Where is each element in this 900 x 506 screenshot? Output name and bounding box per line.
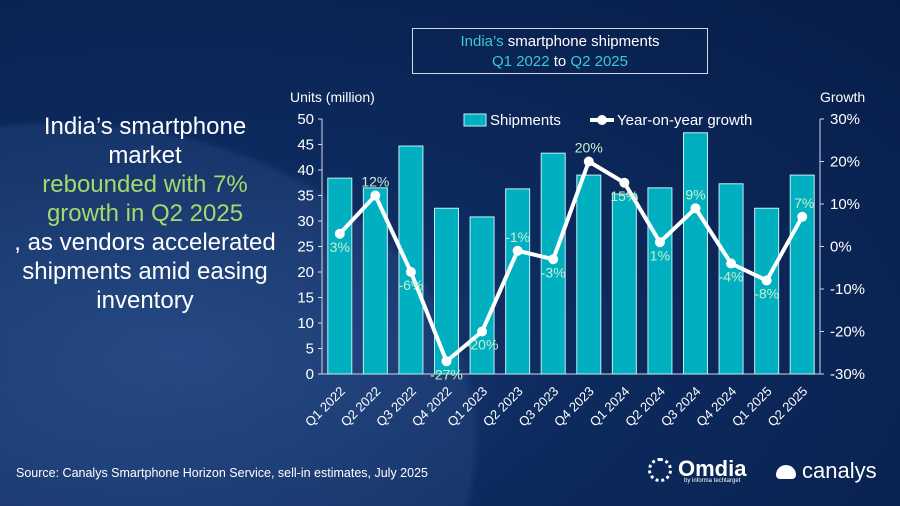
source-note: Source: Canalys Smartphone Horizon Servi… [16, 466, 428, 480]
bar [718, 183, 744, 375]
growth-data-label: 15% [610, 188, 638, 204]
y-tick-label: 10 [297, 315, 314, 332]
bar [754, 207, 780, 375]
y-tick-label: 50 [297, 111, 314, 128]
x-tick-label: Q2 2025 [764, 384, 810, 430]
y2-tick-label: 30% [830, 111, 860, 128]
growth-data-label: 1% [650, 247, 670, 263]
growth-point [477, 326, 488, 337]
y2-tick-label: -20% [830, 324, 865, 341]
omdia-icon [648, 458, 672, 483]
canalys-icon [776, 465, 796, 480]
growth-point [405, 267, 416, 277]
growth-line [338, 158, 804, 365]
legend-growth: Year-on-year growth [617, 112, 752, 129]
y2-tick-label: -10% [830, 281, 865, 298]
bar [362, 187, 388, 375]
growth-point [548, 254, 559, 265]
growth-point [370, 190, 381, 201]
growth-data-label: -4% [719, 269, 744, 285]
bar [469, 216, 495, 375]
growth-point [726, 258, 737, 269]
bar [434, 207, 459, 375]
omdia-sub: by informa techtarget [684, 478, 741, 485]
y2-tick-label: -30% [830, 366, 865, 383]
legend-shipments: Shipments [490, 112, 561, 129]
bar [611, 193, 637, 375]
chart-title: India’s smartphone shipments Q1 2022 to … [412, 28, 708, 74]
bar [398, 145, 424, 375]
y-tick-label: 35 [297, 188, 314, 205]
growth-data-label: -27% [430, 366, 463, 382]
growth-data-label: 7% [794, 195, 814, 211]
y-tick-label: 20 [297, 264, 314, 281]
y-tick-label: 15 [297, 290, 314, 307]
headline-highlight: rebounded with 7% growth in Q2 2025 [42, 171, 248, 227]
bar [505, 188, 531, 375]
growth-data-label: 20% [575, 140, 603, 156]
growth-point [512, 245, 523, 256]
legend-line-marker [597, 115, 607, 125]
title-accent: India’s [460, 33, 504, 50]
title-rest: smartphone shipments [503, 33, 660, 50]
y-tick-label: 5 [306, 341, 314, 358]
growth-point [334, 228, 345, 239]
canalys-logo: canalys [776, 458, 877, 484]
growth-point [761, 275, 772, 286]
y2-tick-label: 20% [830, 154, 860, 171]
growth-point [797, 211, 808, 222]
growth-data-label: -8% [754, 286, 779, 302]
headline: India’s smartphone market rebounded with… [10, 112, 280, 315]
growth-data-label: -1% [505, 229, 530, 245]
y-tick-label: 40 [297, 162, 314, 179]
y-tick-label: 45 [297, 137, 314, 154]
growth-point [690, 203, 701, 214]
growth-data-label: 9% [685, 186, 705, 202]
growth-point [583, 156, 594, 167]
y-tick-label: 30 [297, 213, 314, 230]
omdia-text: Omdia [678, 456, 747, 481]
headline-text-end: , as vendors accelerated shipments amid … [14, 229, 276, 314]
y-axis-title: Units (million) [290, 89, 375, 105]
y2-tick-label: 10% [830, 196, 860, 213]
growth-data-label: -3% [541, 264, 566, 280]
growth-data-label: -20% [466, 337, 499, 353]
legend-bar-swatch [463, 113, 487, 127]
y-tick-label: 25 [297, 239, 314, 256]
bar [647, 187, 673, 375]
headline-text: India’s smartphone market [43, 113, 247, 169]
bar [789, 174, 815, 375]
growth-point [441, 356, 452, 367]
title-end: Q2 2025 [570, 53, 628, 70]
y2-axis-title: Growth [820, 89, 865, 105]
bar [576, 174, 602, 375]
bar [683, 132, 708, 375]
y2-tick-label: 0% [830, 239, 852, 256]
omdia-logo: Omdia by informa techtarget [648, 456, 746, 484]
growth-data-label: 3% [330, 239, 350, 255]
canalys-text: canalys [802, 458, 877, 483]
growth-point [619, 177, 630, 188]
growth-point [654, 237, 665, 248]
growth-data-label: 12% [361, 174, 389, 190]
growth-data-label: -6% [398, 277, 423, 293]
title-to: to [549, 53, 571, 70]
bar [327, 177, 353, 375]
y-tick-label: 0 [306, 366, 314, 383]
title-start: Q1 2022 [492, 53, 550, 70]
